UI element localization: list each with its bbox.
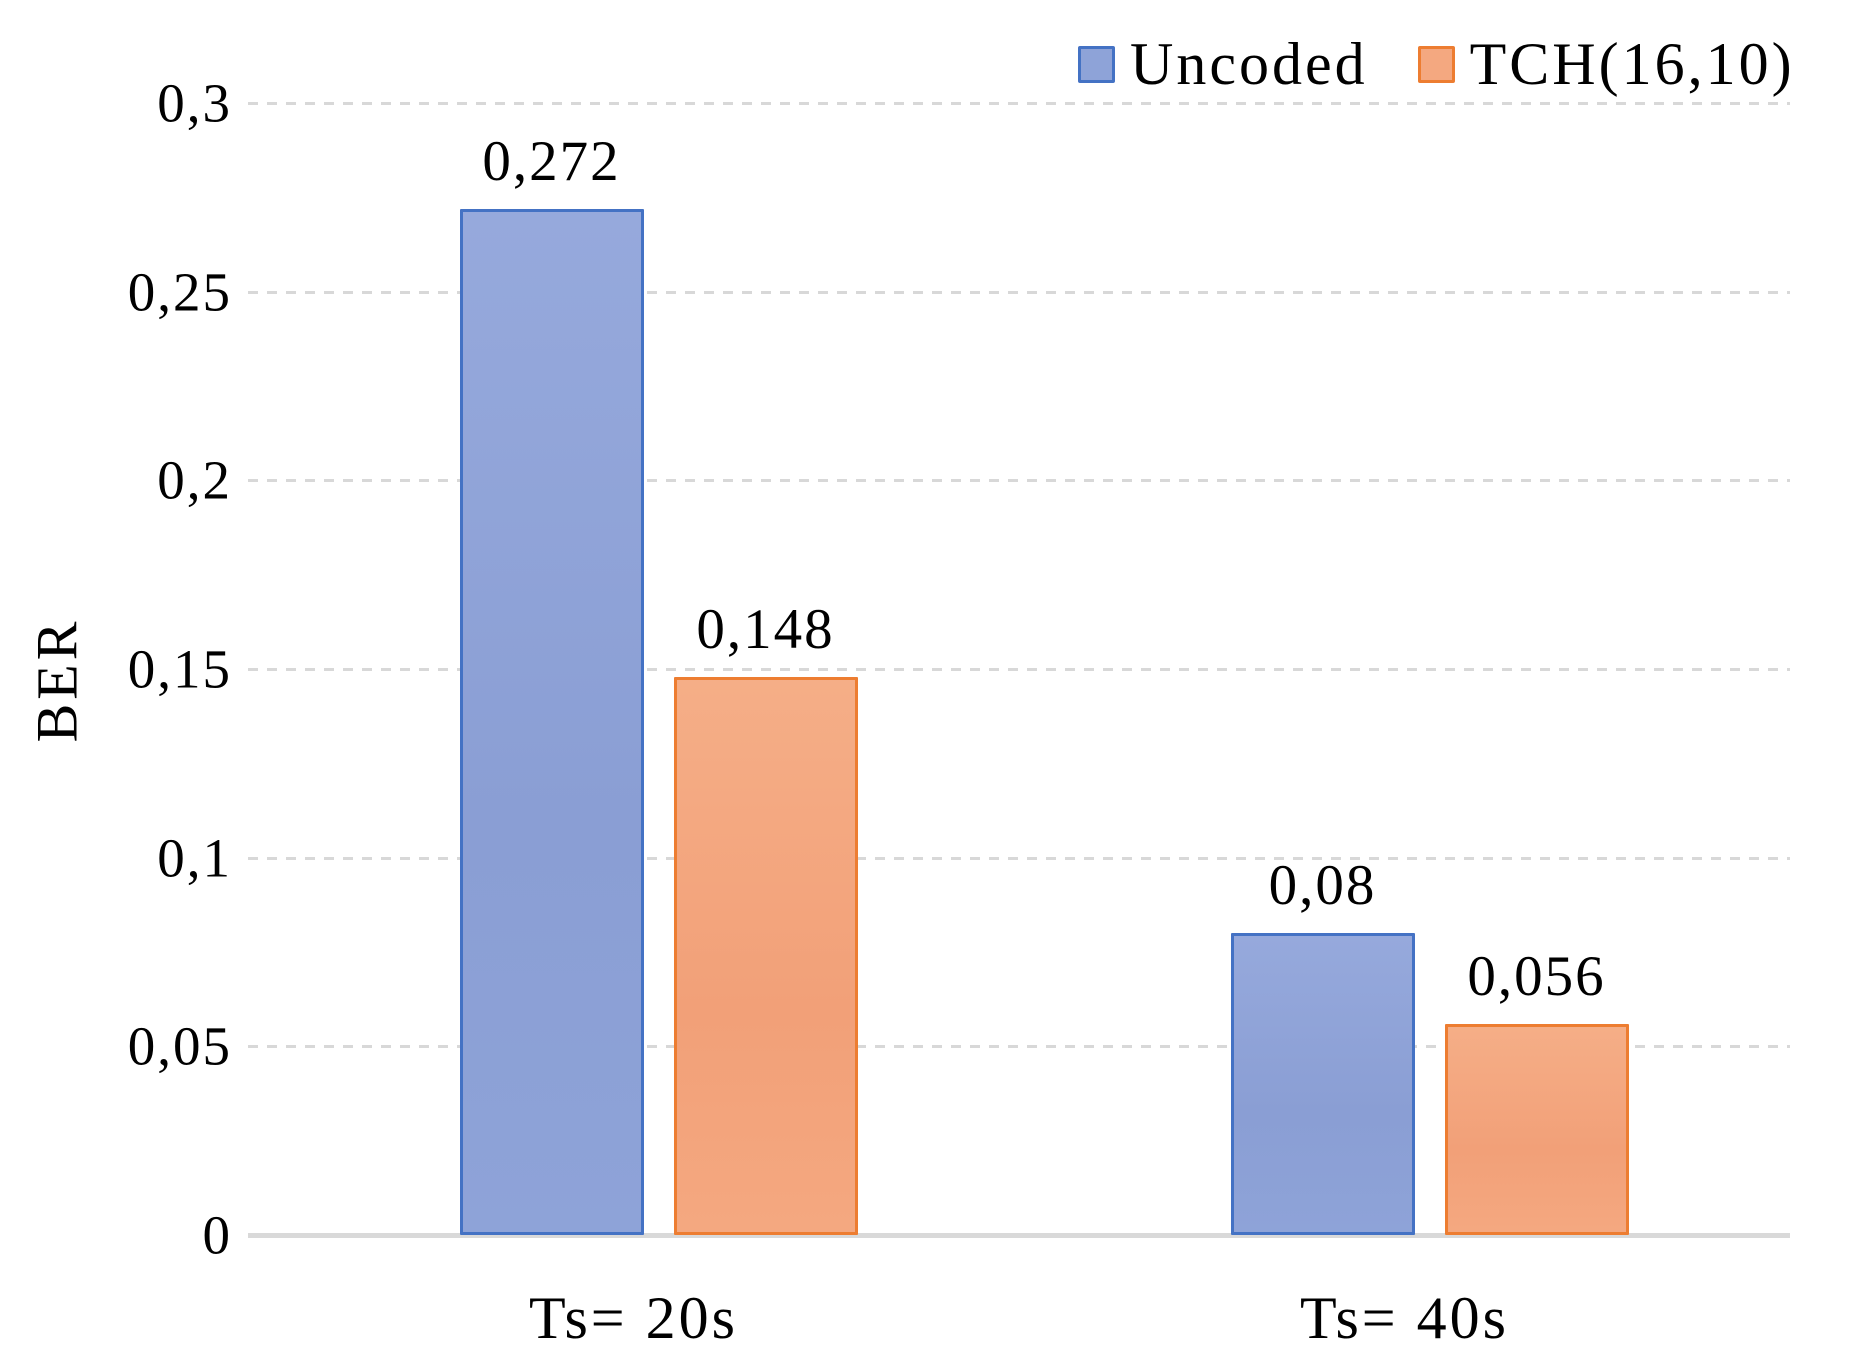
gridline	[248, 102, 1790, 105]
y-tick-label: 0,2	[157, 449, 232, 511]
legend-item-uncoded: Uncoded	[1078, 34, 1368, 94]
gridline	[248, 479, 1790, 483]
gridline	[248, 290, 1790, 294]
gridline	[248, 856, 1790, 860]
bar-value-label: 0,056	[1467, 944, 1606, 1008]
y-tick-label: 0	[202, 1204, 232, 1266]
bar-value-label: 0,08	[1268, 854, 1377, 918]
y-tick-label: 0,25	[127, 261, 232, 323]
legend-label-uncoded: Uncoded	[1130, 31, 1368, 97]
gridline	[248, 1045, 1790, 1049]
bar-tch1610-1	[673, 676, 858, 1235]
y-tick-label: 0,15	[127, 638, 232, 700]
legend-label-tch1610: TCH(16,10)	[1469, 31, 1795, 97]
y-tick-label: 0,1	[157, 827, 232, 889]
x-tick-label: Ts= 40s	[1300, 1285, 1509, 1351]
x-tick-label: Ts= 20s	[529, 1285, 738, 1351]
legend-item-tch1610: TCH(16,10)	[1417, 31, 1795, 97]
bar-uncoded-1	[459, 208, 644, 1235]
y-tick-label: 0,3	[157, 72, 232, 134]
legend-swatch-tch1610	[1417, 45, 1455, 83]
bar-tch1610-2	[1444, 1023, 1629, 1235]
legend-swatch-uncoded	[1078, 45, 1115, 83]
gridline	[248, 668, 1790, 671]
legend: Uncoded TCH(16,10)	[1078, 34, 1795, 94]
bar-value-label: 0,148	[696, 597, 835, 661]
bar-value-label: 0,272	[482, 129, 621, 193]
bar-uncoded-2	[1230, 933, 1415, 1235]
y-tick-label: 0,05	[127, 1015, 232, 1077]
x-axis-line	[248, 1233, 1790, 1238]
